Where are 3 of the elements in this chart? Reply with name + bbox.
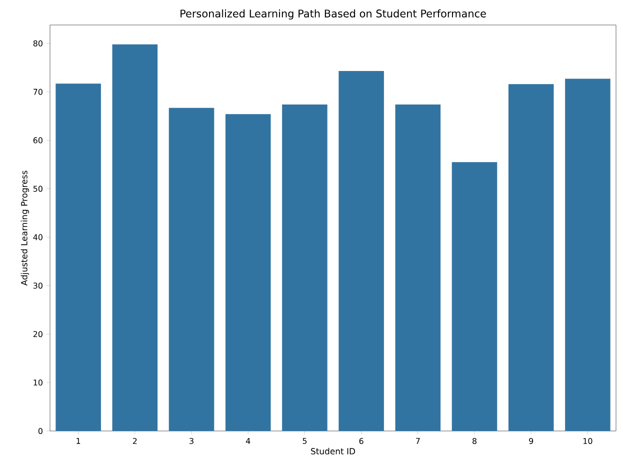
x-axis-title: Student ID [311,448,356,454]
chart-title: Personalized Learning Path Based on Student Performance [180,9,486,20]
y-axis-title: Adjusted Learning Progress [20,170,30,286]
